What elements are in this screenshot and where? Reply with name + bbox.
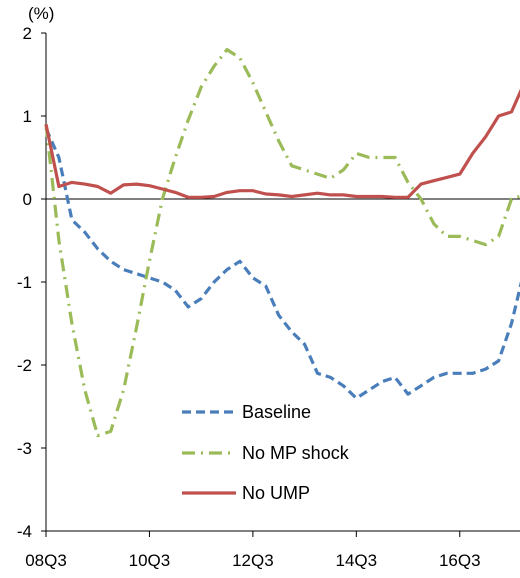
legend-label: No MP shock [242, 443, 350, 463]
series-line-baseline [44, 127, 520, 400]
legend-label: No UMP [242, 483, 310, 503]
x-tick-label: 16Q3 [439, 551, 481, 570]
y-tick-label: 2 [23, 24, 32, 43]
series-layer [44, 48, 520, 438]
y-tick-label: 0 [23, 190, 32, 209]
series-line-no-mp-shock [44, 48, 520, 438]
y-tick-label: -3 [17, 439, 32, 458]
legend: Baseline No MP shock No UMP [182, 402, 350, 503]
series-line-no-ump [44, 88, 520, 199]
x-tick-label: 14Q3 [336, 551, 378, 570]
y-tick-label: 1 [23, 107, 32, 126]
axes: -4 -3 -2 -1 0 1 2 08Q3 10Q3 12Q3 14Q3 16Q3 [17, 24, 520, 570]
y-tick-label: -2 [17, 356, 32, 375]
x-tick-label: 12Q3 [232, 551, 274, 570]
y-tick-label: -1 [17, 273, 32, 292]
y-tick-label: -4 [17, 522, 32, 541]
legend-label: Baseline [242, 402, 311, 422]
x-tick-label: 10Q3 [129, 551, 171, 570]
x-tick-label: 08Q3 [25, 551, 67, 570]
y-axis-label: (%) [28, 4, 54, 23]
